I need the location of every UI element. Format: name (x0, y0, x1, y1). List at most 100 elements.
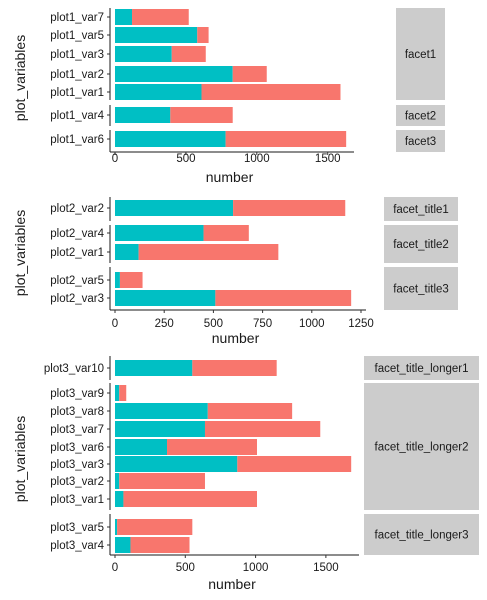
x-tick-label: 1000 (299, 318, 325, 330)
facet-strip (396, 130, 445, 152)
bar-plot3_var7-segment-1 (115, 421, 205, 437)
y-tick-label: plot1_var3 (50, 49, 104, 61)
x-tick-label: 1250 (348, 318, 374, 330)
bar-plot1_var3-segment-1 (115, 46, 172, 62)
facet-strip-label: facet_title_longer3 (375, 530, 469, 542)
x-tick-label: 0 (112, 562, 118, 574)
chart-3: plot3_var10 facet_title_longer1plot3_var1… (12, 356, 479, 592)
facet-strip (384, 225, 458, 263)
facet-strip-label: facet_title_longer1 (375, 363, 469, 375)
facet-strip (396, 8, 445, 100)
facet-strip (396, 105, 445, 126)
x-tick-label: 1000 (244, 153, 270, 165)
x-tick-label: 750 (253, 318, 272, 330)
bar-plot2_var1-segment-1 (115, 244, 139, 260)
y-tick-label: plot2_var1 (50, 247, 104, 259)
bar-plot3_var9-segment-1 (115, 385, 120, 401)
bar-plot3_var3-segment-2 (237, 456, 352, 472)
y-tick-label: plot1_var5 (50, 30, 104, 42)
x-axis-title: number (208, 576, 256, 592)
y-tick-label: plot3_var10 (44, 363, 104, 375)
facet-strip (364, 383, 479, 510)
facet-strip-label: facet1 (405, 49, 436, 61)
bar-plot3_var5-segment-2 (117, 519, 193, 535)
bar-plot1_var2-segment-1 (115, 66, 233, 82)
y-axis-title: plot_variables (12, 35, 28, 121)
panel-facet_title2: plot2_var1 plot2_var4 facet_title2 (50, 225, 458, 263)
bar-plot2_var4-segment-2 (203, 225, 249, 241)
bar-plot1_var5-segment-2 (197, 27, 209, 43)
panel-facet_title_longer1: plot3_var10 facet_title_longer1 (44, 356, 479, 380)
bar-plot1_var6-segment-2 (225, 131, 347, 147)
y-tick-label: plot3_var9 (50, 388, 104, 400)
y-axis-title: plot_variables (12, 416, 28, 502)
y-tick-label: plot2_var3 (50, 293, 104, 305)
bar-plot1_var4-segment-1 (115, 107, 171, 123)
bar-plot1_var5-segment-1 (115, 27, 198, 43)
bar-plot3_var10-segment-2 (192, 360, 277, 376)
x-tick-label: 0 (112, 318, 118, 330)
x-axis-title: number (206, 169, 254, 185)
x-tick-label: 500 (204, 318, 223, 330)
x-tick-label: 250 (155, 318, 174, 330)
bar-plot1_var1-segment-2 (201, 84, 341, 100)
bar-plot1_var7-segment-1 (115, 9, 133, 25)
panel-facet_title3: plot2_var3 plot2_var5 facet_title3 (50, 267, 458, 310)
facet-strip-label: facet_title2 (393, 239, 449, 251)
bar-plot3_var5-segment-1 (115, 519, 118, 535)
panel-facet_title_longer3: plot3_var4 plot3_var5 facet_title_longer3 (50, 514, 479, 555)
panel-facet1: plot1_var1 plot1_var2 plot1_var3 plot1_var5… (50, 8, 445, 100)
x-tick-label: 1500 (315, 153, 341, 165)
x-tick-label: 500 (176, 562, 195, 574)
bar-plot2_var2-segment-1 (115, 200, 234, 216)
y-tick-label: plot3_var2 (50, 476, 104, 488)
panel-facet_title_longer2: plot3_var1 plot3_var2 plot3_var3 plot3_var6… (50, 383, 479, 510)
facet-strip-label: facet_title3 (393, 284, 449, 296)
facet-strip-label: facet2 (405, 111, 436, 123)
chart-2: plot2_var2 facet_title1plot2_var1plot2_va… (12, 197, 458, 346)
x-tick-label: 0 (112, 153, 118, 165)
bar-plot2_var4-segment-1 (115, 225, 204, 241)
y-tick-label: plot3_var3 (50, 459, 104, 471)
facet-strip (364, 356, 479, 380)
bar-plot3_var1-segment-1 (115, 491, 124, 507)
y-tick-label: plot3_var5 (50, 522, 104, 534)
y-tick-label: plot2_var2 (50, 203, 104, 215)
bar-plot1_var4-segment-2 (170, 107, 233, 123)
y-tick-label: plot3_var7 (50, 424, 104, 436)
chart-1: plot1_var1 plot1_var2 plot1_var3 plot1_var5… (12, 8, 445, 185)
x-tick-label: 1000 (243, 562, 269, 574)
facet-strip-label: facet_title1 (393, 204, 449, 216)
y-tick-label: plot3_var6 (50, 442, 104, 454)
y-tick-label: plot2_var5 (50, 275, 104, 287)
y-tick-label: plot1_var4 (50, 110, 104, 122)
bar-plot2_var3-segment-1 (115, 290, 216, 306)
bar-plot3_var6-segment-1 (115, 439, 168, 455)
bar-plot3_var4-segment-2 (130, 537, 190, 553)
y-tick-label: plot1_var1 (50, 87, 104, 99)
bar-plot3_var8-segment-2 (207, 403, 293, 419)
y-tick-label: plot1_var6 (50, 134, 104, 146)
facet-strip-label: facet_title_longer2 (375, 442, 469, 454)
bar-plot3_var10-segment-1 (115, 360, 193, 376)
y-tick-label: plot2_var4 (50, 228, 104, 240)
bar-plot3_var8-segment-1 (115, 403, 208, 419)
x-axis-title: number (212, 330, 260, 346)
panel-facet3: plot1_var6 facet3 (50, 130, 445, 152)
x-tick-label: 1500 (313, 562, 339, 574)
facet-strip-label: facet3 (405, 136, 436, 148)
bar-plot1_var7-segment-2 (132, 9, 189, 25)
bar-plot2_var5-segment-1 (115, 272, 120, 288)
facet-strip (364, 514, 479, 555)
bar-plot1_var2-segment-2 (232, 66, 267, 82)
bar-plot3_var3-segment-1 (115, 456, 238, 472)
bar-plot3_var2-segment-1 (115, 473, 120, 489)
y-tick-label: plot3_var4 (50, 540, 104, 552)
y-tick-label: plot1_var7 (50, 12, 104, 24)
y-axis-title: plot_variables (12, 210, 28, 296)
facet-strip (384, 197, 458, 221)
bar-plot2_var1-segment-2 (138, 244, 279, 260)
panel-facet2: plot1_var4 facet2 (50, 105, 445, 126)
bar-plot3_var9-segment-2 (119, 385, 127, 401)
